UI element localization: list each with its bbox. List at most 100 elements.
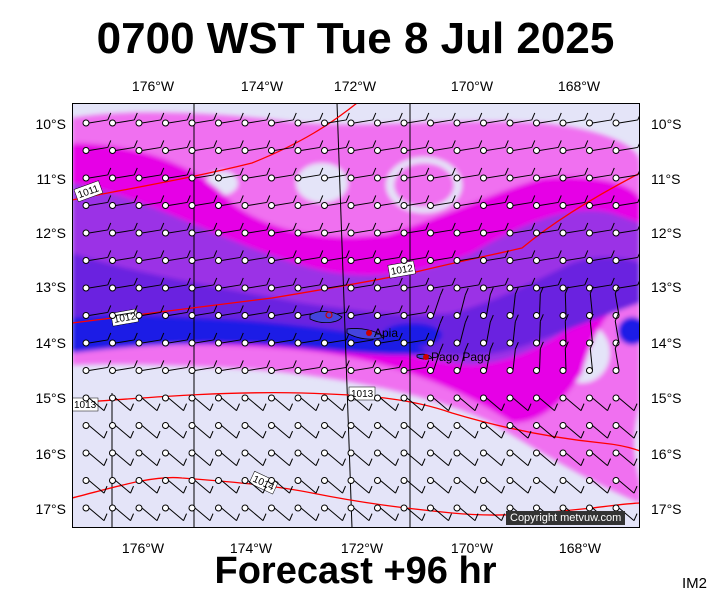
wind-barb	[347, 195, 377, 209]
wind-barb	[135, 332, 165, 347]
wind-barb	[427, 277, 456, 292]
wind-barb	[215, 305, 244, 319]
lon-label-bottom-172w: 172°W	[340, 540, 384, 556]
wind-barb	[506, 477, 532, 494]
wind-barb	[215, 195, 244, 209]
wind-barb	[374, 195, 403, 209]
wind-barb	[135, 250, 165, 264]
lon-label-bottom-174w: 174°W	[229, 540, 273, 556]
wind-barb	[533, 449, 558, 467]
wind-barb	[321, 195, 350, 209]
wind-barb	[215, 112, 244, 127]
wind-barb	[188, 394, 214, 412]
wind-barb	[400, 449, 426, 467]
wind-barb	[374, 449, 399, 467]
wind-barb	[268, 394, 293, 412]
wind-barb	[321, 422, 346, 439]
wind-barb	[241, 222, 271, 237]
wind-barb	[400, 305, 430, 319]
wind-barb	[241, 167, 271, 182]
copyright-label: Copyright metvuw.com	[506, 511, 626, 525]
isobar-label: 1013	[351, 389, 374, 400]
wind-barb	[453, 504, 479, 522]
wind-barb	[453, 315, 469, 347]
wind-barb	[480, 449, 505, 467]
wind-barb	[241, 195, 271, 209]
wind-barb	[321, 112, 350, 127]
wind-barb	[162, 422, 187, 439]
wind-barb	[533, 222, 562, 237]
wind-barb	[586, 477, 611, 494]
wind-barb	[453, 449, 479, 467]
wind-barb	[268, 449, 293, 467]
wind-barb	[268, 305, 297, 319]
wind-barb	[82, 222, 112, 237]
wind-barb	[347, 394, 373, 412]
wind-barb	[294, 277, 324, 292]
wind-barb	[109, 360, 138, 374]
wind-barb	[480, 112, 509, 127]
wind-barb	[109, 394, 134, 412]
wind-barb	[506, 394, 532, 412]
wind-barb	[294, 422, 320, 439]
wind-barb	[533, 286, 544, 319]
wind-barb	[135, 140, 165, 154]
wind-barb	[241, 449, 267, 467]
wind-barb	[480, 277, 509, 292]
wind-barb	[188, 422, 214, 439]
wind-barb	[294, 250, 324, 264]
wind-barb	[135, 477, 161, 494]
lon-label-168w: 168°W	[557, 78, 601, 94]
wind-barb	[612, 278, 640, 292]
apia-label: Apia	[374, 326, 398, 340]
wind-barb	[294, 332, 324, 347]
wind-barb	[506, 140, 536, 154]
wind-barb	[347, 504, 373, 522]
wind-barb	[321, 477, 346, 494]
wind-barb	[347, 112, 377, 127]
lat-label-right-16s: 16°S	[651, 446, 682, 462]
wind-barb	[480, 140, 509, 154]
wind-barb	[241, 277, 271, 292]
wind-barb	[135, 360, 165, 374]
wind-barb	[533, 277, 562, 292]
wind-barb	[135, 112, 165, 127]
wind-barb	[400, 504, 426, 522]
wind-barb	[374, 422, 399, 439]
wind-barb	[427, 250, 456, 264]
wind-barb	[188, 305, 218, 319]
lat-label-right-11s: 11°S	[651, 171, 681, 187]
wind-barb	[586, 222, 615, 237]
wind-barb	[135, 394, 161, 412]
wind-barb	[427, 288, 444, 319]
wind-barb	[135, 422, 161, 439]
wind-barb	[559, 250, 589, 264]
wind-barb	[506, 449, 532, 467]
wind-barb	[533, 341, 544, 374]
image-tag: IM2	[681, 575, 707, 592]
wind-barb	[188, 222, 218, 237]
wind-barb	[400, 140, 430, 154]
lon-label-bottom-168w: 168°W	[558, 540, 602, 556]
wind-barb	[374, 140, 403, 154]
wind-barb	[241, 504, 267, 522]
wind-barb	[453, 250, 483, 264]
wind-barb	[559, 195, 589, 209]
wind-barb	[109, 140, 138, 154]
wind-barb	[135, 167, 165, 182]
wind-barb	[612, 422, 638, 439]
wind-barb	[374, 477, 399, 494]
wind-barb	[294, 394, 320, 412]
wind-barb	[506, 167, 536, 182]
wind-barb	[215, 140, 244, 154]
wind-barb	[162, 140, 191, 154]
wind-barb	[612, 313, 620, 347]
wind-barb	[162, 222, 191, 237]
lat-label-right-10s: 10°S	[651, 116, 682, 132]
wind-barb	[586, 140, 615, 154]
wind-barb	[347, 277, 377, 292]
wind-barb	[427, 343, 444, 374]
wind-barb	[109, 195, 138, 209]
location-ring	[325, 311, 333, 319]
wind-barb	[82, 250, 112, 264]
